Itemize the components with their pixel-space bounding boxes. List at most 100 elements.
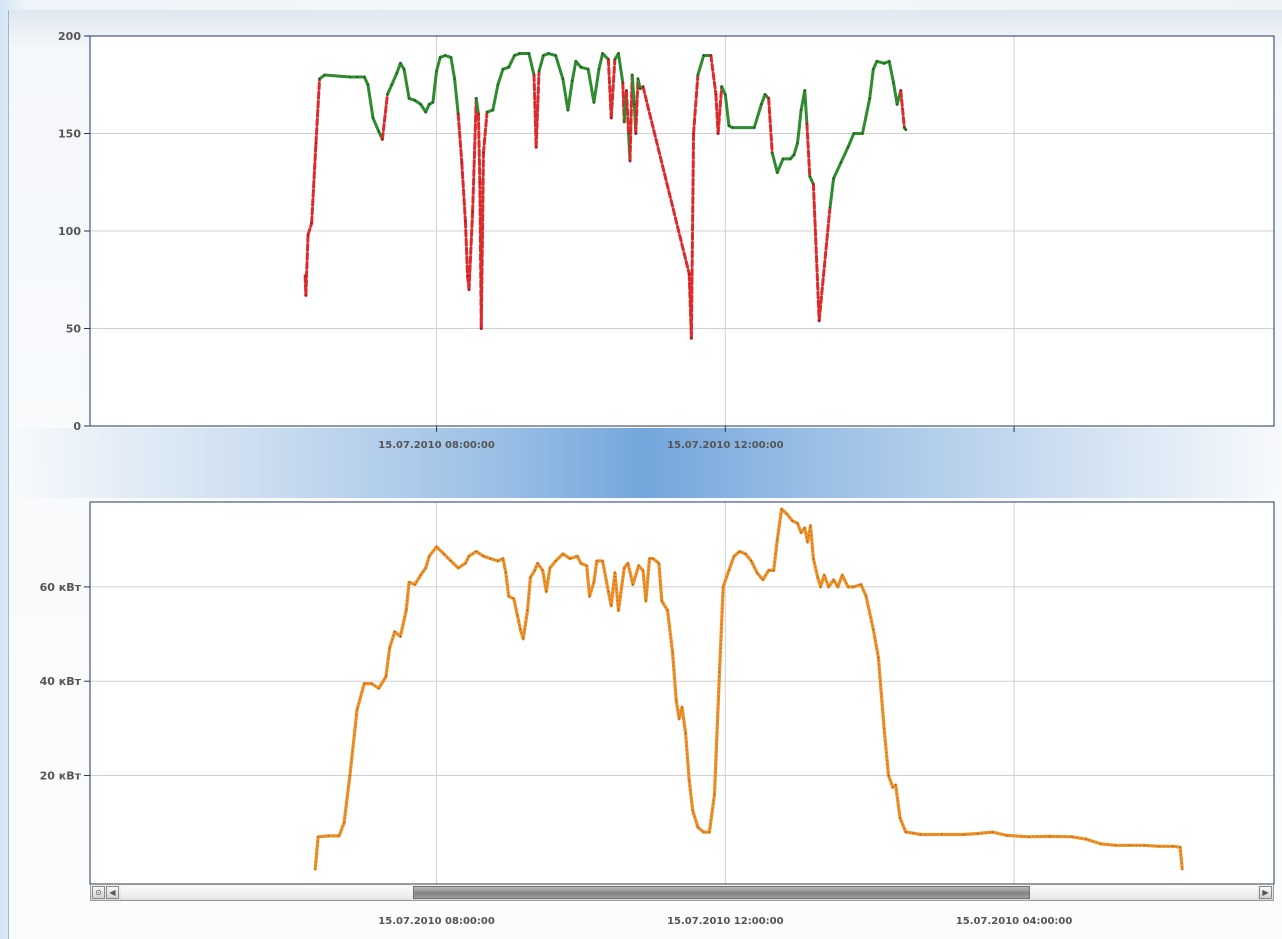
series-segment — [634, 77, 640, 135]
y-tick-label: 40 кВт — [40, 675, 82, 688]
scroll-left-icon[interactable]: ◀ — [106, 886, 119, 899]
data-point — [661, 600, 663, 602]
series-segment — [385, 83, 394, 96]
data-point — [632, 583, 634, 586]
data-point — [453, 78, 456, 80]
data-point — [314, 869, 316, 871]
series-segment — [453, 77, 460, 116]
data-point — [471, 210, 474, 213]
data-point — [896, 103, 899, 106]
data-point — [596, 560, 598, 562]
y-tick-label: 150 — [58, 128, 81, 141]
data-point — [536, 562, 539, 565]
zoom-reset-icon[interactable]: ⊙ — [92, 886, 105, 899]
data-point — [464, 220, 467, 223]
data-point — [720, 85, 723, 88]
series-segment — [792, 141, 800, 157]
data-point — [905, 831, 907, 833]
data-point — [733, 555, 735, 557]
series-segment — [609, 57, 617, 120]
y-tick-label: 0 — [73, 420, 81, 433]
data-point — [428, 555, 431, 557]
data-point — [457, 113, 460, 115]
data-point — [435, 546, 438, 548]
series-segment — [811, 182, 821, 323]
data-point — [903, 126, 906, 129]
data-point — [991, 831, 994, 833]
data-point — [450, 56, 452, 59]
data-point — [658, 562, 660, 565]
data-point — [545, 590, 547, 593]
scrollbar-thumb[interactable] — [413, 886, 1030, 899]
data-point — [744, 553, 747, 555]
data-point — [533, 74, 535, 76]
x-tick-label: 15.07.2010 12:00:00 — [667, 440, 784, 451]
data-point — [839, 161, 842, 164]
data-point — [872, 68, 875, 71]
data-point — [554, 54, 557, 57]
series-segment — [899, 89, 906, 130]
data-point — [610, 605, 612, 607]
plot-area — [90, 502, 1274, 884]
series-segment — [775, 157, 785, 174]
data-point — [860, 583, 862, 586]
series-segment — [868, 67, 875, 100]
data-point — [435, 70, 438, 72]
series-segment — [537, 54, 545, 73]
data-point — [538, 70, 540, 72]
data-point — [642, 569, 644, 572]
data-point — [796, 142, 799, 145]
data-point — [363, 682, 366, 685]
series-segment — [431, 69, 439, 104]
data-point — [639, 87, 642, 90]
series-segment — [860, 96, 872, 135]
data-point — [482, 152, 485, 154]
data-point — [507, 66, 510, 69]
data-point — [526, 609, 529, 612]
data-point — [883, 727, 885, 730]
data-point — [829, 206, 831, 209]
data-point — [381, 138, 384, 141]
data-point — [847, 146, 849, 149]
data-point — [1128, 844, 1131, 847]
data-point — [413, 99, 416, 102]
data-point — [652, 557, 654, 560]
data-point — [586, 564, 588, 567]
series-segment — [817, 206, 832, 323]
data-point — [800, 531, 802, 534]
data-point — [819, 586, 822, 588]
data-point — [486, 111, 488, 113]
data-point — [613, 58, 616, 61]
data-point — [450, 560, 452, 562]
series-segment — [592, 67, 601, 104]
data-point — [529, 576, 532, 579]
data-point — [852, 132, 855, 135]
data-point — [399, 635, 402, 638]
time-scrollbar[interactable]: ⊙ ◀ ▶ — [90, 884, 1274, 901]
data-point — [832, 177, 835, 180]
data-point — [962, 833, 965, 836]
series-segment — [380, 93, 389, 141]
data-point — [634, 132, 637, 135]
data-point — [785, 513, 788, 515]
series-segment — [692, 73, 700, 135]
data-point — [684, 732, 687, 734]
data-point — [904, 128, 907, 131]
data-point — [812, 183, 815, 186]
data-point — [343, 821, 345, 824]
data-point — [806, 541, 809, 543]
series-segment — [770, 151, 779, 174]
data-point — [1143, 844, 1145, 847]
data-point — [776, 171, 779, 174]
data-point — [580, 66, 582, 69]
data-point — [623, 567, 625, 569]
data-point — [692, 810, 694, 812]
x-tick-label: 15.07.2010 08:00:00 — [378, 440, 495, 451]
x-tick-label: 15.07.2010 04:00:00 — [956, 916, 1073, 927]
data-point — [372, 117, 374, 119]
series-segment — [723, 93, 731, 128]
data-point — [338, 835, 340, 837]
scroll-right-icon[interactable]: ▶ — [1259, 886, 1272, 899]
data-point — [607, 590, 610, 593]
series-segment — [624, 89, 631, 135]
